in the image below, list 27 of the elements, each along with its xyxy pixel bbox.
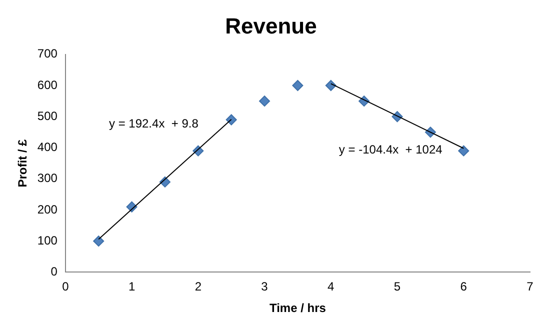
x-tick-label: 3 <box>261 280 268 294</box>
annotation: y = 192.4x + 9.8 <box>108 116 199 130</box>
x-tick-label: 4 <box>328 280 335 294</box>
point <box>458 145 470 156</box>
y-tick-label: 100 <box>37 233 58 248</box>
x-tick-label: 2 <box>194 280 202 294</box>
chart-title: Revenue <box>225 13 317 38</box>
x-tick-label: 1 <box>128 280 136 294</box>
y-axis-title: Profit / £ <box>16 138 30 188</box>
x-tick-label: 5 <box>394 280 401 294</box>
point <box>226 114 237 126</box>
y-tick-label: 500 <box>37 108 58 123</box>
y-tick-label: 600 <box>37 78 58 92</box>
point <box>93 236 104 247</box>
point <box>292 80 304 92</box>
annotation: y = -104.4x + 1024 <box>338 142 443 157</box>
y-tick-label: 700 <box>37 46 58 61</box>
y-tick-label: 200 <box>37 202 58 216</box>
y-tick-label: 0 <box>50 264 58 279</box>
x-axis-title: Time / hrs <box>269 301 326 316</box>
y-tick-label: 400 <box>37 140 58 154</box>
y-tick-label: 300 <box>37 171 58 186</box>
x-tick-label: 7 <box>526 280 534 294</box>
point <box>259 96 270 107</box>
point <box>325 80 336 92</box>
x-tick-label: 6 <box>460 280 468 294</box>
x-tick-label: 0 <box>62 280 70 294</box>
